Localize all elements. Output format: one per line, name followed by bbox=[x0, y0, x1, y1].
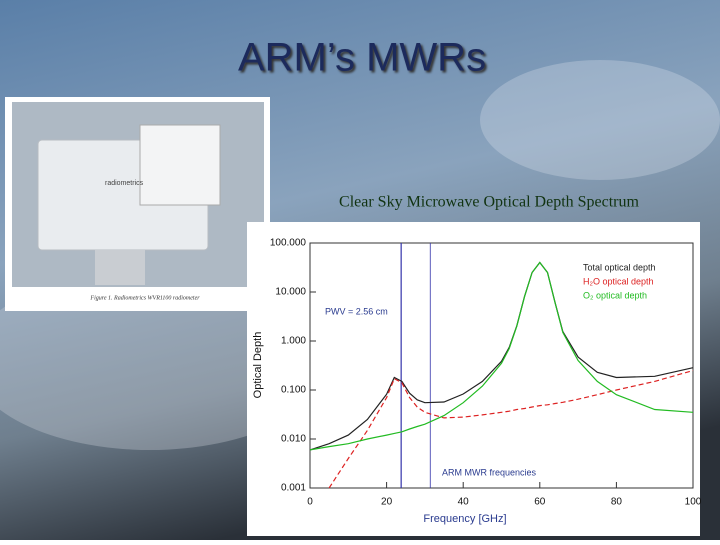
x-tick-label: 0 bbox=[307, 497, 313, 508]
x-tick-label: 20 bbox=[381, 497, 393, 508]
annotation: ARM MWR frequencies bbox=[442, 467, 537, 477]
slide-title: ARM’s MWRs bbox=[238, 36, 486, 80]
x-tick-label: 40 bbox=[458, 497, 470, 508]
radiometer-stand bbox=[95, 250, 145, 285]
plot-frame bbox=[309, 242, 694, 489]
chart-panel bbox=[247, 222, 700, 536]
y-tick-label: 100.000 bbox=[270, 238, 307, 249]
y-tick-label: 0.100 bbox=[281, 385, 306, 396]
x-tick-label: 60 bbox=[534, 497, 546, 508]
y-tick-label: 0.001 bbox=[281, 483, 306, 494]
series-line bbox=[309, 261, 694, 451]
y-tick-label: 10.000 bbox=[275, 287, 306, 298]
series-line bbox=[309, 261, 694, 451]
y-axis-label: Optical Depth bbox=[252, 332, 264, 399]
y-tick-label: 1.000 bbox=[281, 336, 306, 347]
chart-title: Clear Sky Microwave Optical Depth Spectr… bbox=[339, 194, 639, 211]
annotation: PWV = 2.56 cm bbox=[325, 306, 388, 316]
legend-entry: O₂ optical depth bbox=[583, 290, 647, 300]
x-tick-label: 100 bbox=[685, 497, 702, 508]
photo-logo: radiometrics bbox=[105, 180, 144, 187]
x-axis-label: Frequency [GHz] bbox=[423, 513, 506, 525]
series-line bbox=[328, 369, 694, 489]
y-tick-label: 0.010 bbox=[281, 434, 306, 445]
cloud bbox=[480, 60, 720, 180]
legend-entry: H₂O optical depth bbox=[583, 276, 654, 286]
legend-entry: Total optical depth bbox=[583, 262, 656, 272]
x-tick-label: 80 bbox=[611, 497, 623, 508]
photo-caption: Figure 1. Radiometrics WVR1100 radiomete… bbox=[89, 295, 200, 301]
radiometer-hood bbox=[139, 124, 221, 206]
